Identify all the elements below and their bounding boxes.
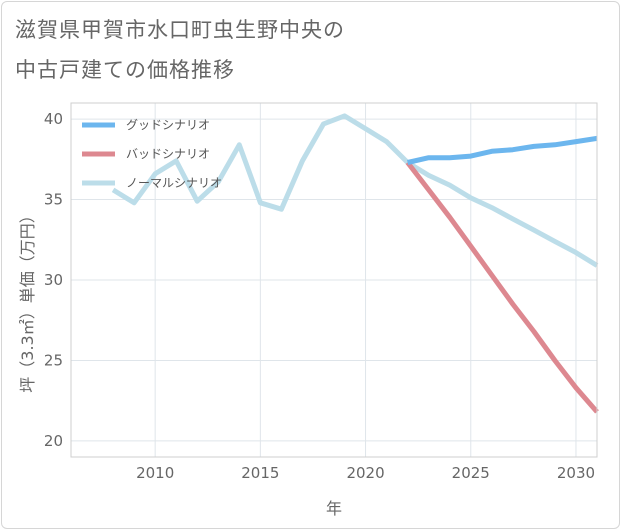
plot-area-border — [70, 102, 598, 458]
legend-label-0: グッドシナリオ — [126, 118, 210, 132]
y-tick-label: 30 — [44, 271, 63, 289]
legend-label-2: ノーマルシナリオ — [126, 176, 222, 190]
chart-title-line-2: 中古戸建ての価格推移 — [15, 58, 235, 82]
series-line-1 — [405, 160, 599, 414]
x-tick-label: 2020 — [346, 464, 384, 482]
x-axis-title: 年 — [326, 499, 342, 518]
x-axis-ticks: 2010 2015 2020 2025 2030 — [136, 464, 595, 482]
x-tick-label: 2015 — [241, 464, 279, 482]
series-lines — [111, 113, 599, 414]
x-tick-label: 2010 — [136, 464, 174, 482]
y-tick-label: 35 — [44, 191, 63, 209]
y-tick-label: 25 — [44, 351, 63, 369]
series-line-0 — [407, 135, 598, 165]
y-axis-title: 坪（3.3㎡）単価（万円） — [18, 207, 37, 392]
y-tick-label: 20 — [44, 432, 63, 450]
x-tick-label: 2025 — [452, 464, 490, 482]
y-axis-ticks: 20 25 30 35 40 — [44, 110, 63, 450]
grid-lines — [71, 103, 597, 457]
y-tick-label: 40 — [44, 110, 63, 128]
legend-label-1: バッドシナリオ — [126, 147, 210, 161]
series-line-2 — [111, 113, 599, 268]
chart-title-line-1: 滋賀県甲賀市水口町虫生野中央の — [15, 18, 345, 42]
x-tick-label: 2030 — [557, 464, 595, 482]
